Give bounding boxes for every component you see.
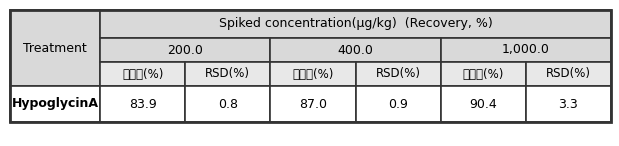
Text: 83.9: 83.9 xyxy=(129,98,157,111)
Bar xyxy=(100,38,271,62)
Bar xyxy=(441,38,611,62)
Text: HypoglycinA: HypoglycinA xyxy=(12,98,98,111)
Text: 87.0: 87.0 xyxy=(299,98,327,111)
Bar xyxy=(185,62,271,86)
Bar xyxy=(100,10,611,38)
Text: 0.9: 0.9 xyxy=(388,98,408,111)
Text: 회수율(%): 회수율(%) xyxy=(122,67,163,80)
Text: 400.0: 400.0 xyxy=(337,44,373,57)
Text: RSD(%): RSD(%) xyxy=(206,67,250,80)
Text: 200.0: 200.0 xyxy=(167,44,203,57)
Bar xyxy=(526,86,611,122)
Text: 1,000.0: 1,000.0 xyxy=(502,44,550,57)
Text: 회수율(%): 회수율(%) xyxy=(462,67,504,80)
Bar xyxy=(100,62,185,86)
Text: 회수율(%): 회수율(%) xyxy=(292,67,334,80)
Bar xyxy=(271,62,355,86)
Bar xyxy=(441,62,526,86)
Bar xyxy=(11,10,611,122)
Bar xyxy=(526,62,611,86)
Text: RSD(%): RSD(%) xyxy=(376,67,421,80)
Bar xyxy=(271,86,355,122)
Bar xyxy=(100,86,185,122)
Text: Spiked concentration(μg/kg)  (Recovery, %): Spiked concentration(μg/kg) (Recovery, %… xyxy=(219,18,492,31)
Text: 0.8: 0.8 xyxy=(218,98,238,111)
Bar xyxy=(271,38,441,62)
Bar xyxy=(441,86,526,122)
Text: 90.4: 90.4 xyxy=(469,98,497,111)
Bar xyxy=(11,10,100,86)
Bar xyxy=(355,62,441,86)
Text: RSD(%): RSD(%) xyxy=(546,67,591,80)
Text: 3.3: 3.3 xyxy=(558,98,578,111)
Bar xyxy=(11,86,100,122)
Bar xyxy=(355,86,441,122)
Bar xyxy=(185,86,271,122)
Text: Treatment: Treatment xyxy=(24,41,87,54)
